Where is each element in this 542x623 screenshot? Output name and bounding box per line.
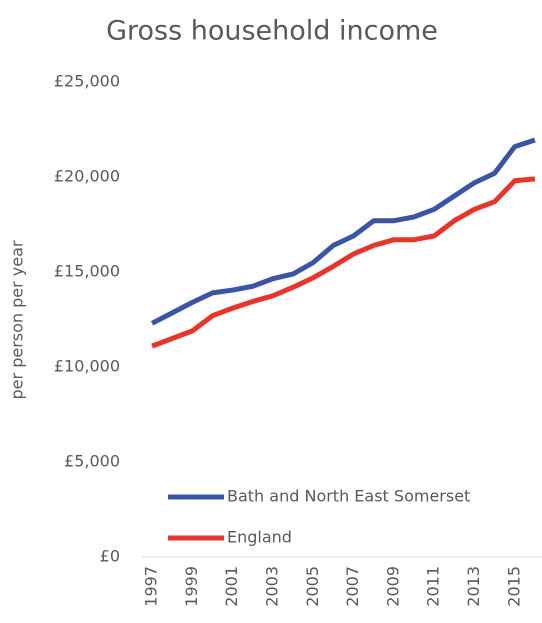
x-tick-label: 2013 — [464, 566, 483, 607]
legend-label: England — [227, 528, 292, 547]
x-tick-label: 1999 — [182, 566, 201, 607]
y-tick-label: £25,000 — [54, 72, 120, 91]
legend-label: Bath and North East Somerset — [227, 487, 470, 506]
x-tick-label: 2009 — [383, 566, 402, 607]
line-series — [150, 137, 536, 326]
y-tick-label: £5,000 — [64, 452, 120, 471]
y-tick-label: £0 — [100, 547, 120, 566]
x-tick-label: 2007 — [343, 566, 362, 607]
x-tick-label: 1997 — [142, 566, 161, 607]
line-series — [151, 176, 536, 349]
x-tick-label: 2015 — [504, 566, 523, 607]
y-tick-label: £20,000 — [54, 167, 120, 186]
y-tick-label: £15,000 — [54, 262, 120, 281]
x-tick-label: 2011 — [424, 566, 443, 607]
y-tick-label: £10,000 — [54, 357, 120, 376]
x-tick-label: 2001 — [222, 566, 241, 607]
chart-title: Gross household income — [106, 16, 438, 47]
x-tick-label: 2005 — [303, 566, 322, 607]
x-tick-label: 2003 — [262, 566, 281, 607]
y-axis-title: per person per year — [8, 240, 27, 399]
